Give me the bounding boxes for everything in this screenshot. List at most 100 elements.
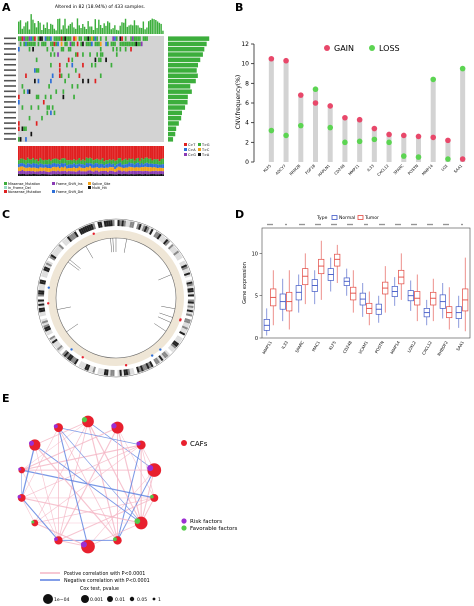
oncoplot-side-bar <box>168 62 199 68</box>
network-node-factor <box>134 518 141 524</box>
oncoplot-titv-segment <box>62 167 65 172</box>
oncoplot-titv-segment <box>28 170 31 175</box>
circos-cnv-dot <box>47 286 50 289</box>
oncoplot-gene-label <box>4 85 16 87</box>
circos-ideogram-segment <box>80 362 85 369</box>
oncoplot-cell <box>37 68 40 73</box>
oncoplot-cell <box>64 78 66 84</box>
oncoplot-top-bar <box>66 28 68 34</box>
oncoplot-titv-segment <box>140 163 143 168</box>
circos-ideogram-segment <box>38 309 46 313</box>
network-node-factor <box>80 541 87 548</box>
oncoplot-cell <box>112 41 115 47</box>
oncoplot-top-bar <box>53 28 56 34</box>
circos-ideogram-segment <box>58 243 65 250</box>
oncoplot-titv-segment <box>158 171 161 175</box>
oncoplot-cell <box>76 84 79 89</box>
oncoplot-cell <box>121 36 123 41</box>
oncoplot-cell <box>57 36 59 41</box>
oncoplot-cell <box>78 36 81 41</box>
oncoplot-cell <box>112 47 115 52</box>
oncoplot-cell <box>126 41 129 47</box>
box-legend-tumor-swatch <box>357 215 364 220</box>
oncoplot-cell <box>87 78 90 84</box>
oncoplot-cell <box>21 126 24 131</box>
network-edge <box>87 421 142 524</box>
oncoplot-top-bar <box>107 21 109 34</box>
oncoplot-titv-segment <box>112 174 115 176</box>
oncoplot-cell <box>60 36 63 41</box>
oncoplot-titv-segment <box>55 167 58 172</box>
oncoplot-top-bar <box>119 25 121 34</box>
oncoplot-titv-segment <box>151 163 154 168</box>
cnv-bar <box>371 128 377 162</box>
oncoplot-titv-segment <box>103 146 106 162</box>
legend-fav-dot <box>181 525 187 531</box>
oncoplot-titv-segment <box>94 170 97 175</box>
pval-dot-0.05 <box>129 596 135 602</box>
circos-ideogram-segment <box>185 313 193 317</box>
circos-ideogram-segment <box>137 365 142 373</box>
oncoplot-titv-segment <box>25 171 27 175</box>
network-node-factor <box>81 417 88 423</box>
oncoplot-titv-segment <box>107 146 109 161</box>
box-legend-normal-label: Normal <box>339 215 355 221</box>
oncoplot-cell <box>30 36 33 41</box>
oncoplot-titv-segment <box>69 146 72 160</box>
oncoplot-cell <box>35 68 38 73</box>
oncoplot-titv-segment <box>78 163 81 167</box>
circos-ideogram-segment <box>103 220 107 227</box>
oncoplot-titv-segment <box>151 174 154 176</box>
oncoplot-titv-segment <box>62 163 65 168</box>
oncoplot-titv-segment <box>74 171 77 175</box>
circos-ideogram-segment <box>187 289 194 293</box>
oncoplot-titv-segment <box>74 168 77 172</box>
cnv-y-tick-label: 10 <box>241 61 249 68</box>
panel-e-network: CAFs Risk factors Favorable factors Post… <box>17 415 238 604</box>
oncoplot-titv-segment <box>96 146 99 159</box>
circos-ideogram-segment <box>80 227 85 234</box>
oncoplot-top-bar <box>67 25 70 34</box>
oncoplot-titv-segment <box>131 167 134 171</box>
circos-ideogram-segment <box>187 285 194 289</box>
circos-ideogram-segment <box>52 250 59 256</box>
oncoplot-cell <box>64 41 66 47</box>
oncoplot-top-bar <box>34 23 36 34</box>
circos-ideogram-segment <box>38 303 45 307</box>
circos-ideogram-segment <box>45 329 52 334</box>
oncoplot-titv-segment <box>105 146 108 161</box>
cnv-gain-point <box>268 55 275 62</box>
oncoplot-titv-segment <box>114 146 116 161</box>
circos-gene-tick <box>67 261 80 271</box>
oncoplot-titv-segment <box>76 174 79 176</box>
oncoplot-cell <box>34 78 36 84</box>
oncoplot-titv-segment <box>155 163 157 168</box>
box-significance: *** <box>379 223 385 228</box>
pval-label-1e-04: 1e−04 <box>54 597 70 603</box>
oncoplot-titv-segment <box>153 174 156 176</box>
oncoplot-cell <box>74 36 77 41</box>
oncoplot-titv-segment <box>25 167 27 172</box>
oncoplot-titv-segment <box>108 170 111 174</box>
oncoplot-titv-segment <box>28 163 31 168</box>
oncoplot-side-bar <box>168 115 182 121</box>
circos-ideogram-segment <box>107 369 111 376</box>
oncoplot-top-bar <box>158 22 161 34</box>
oncoplot-titv-segment <box>18 164 20 168</box>
oncoplot-cell <box>128 41 131 47</box>
oncoplot-top-bar <box>78 25 80 34</box>
oncoplot-titv-segment <box>121 167 124 172</box>
oncoplot-cell <box>73 36 75 41</box>
oncoplot-cell <box>44 94 47 100</box>
oncoplot-titv-segment <box>135 158 138 164</box>
oncoplot-cell <box>98 41 100 47</box>
oncoplot-top-bar <box>133 20 136 34</box>
oncoplot-titv-segment <box>82 146 84 160</box>
circos-inner-circle <box>55 237 177 359</box>
oncoplot-titv-segment <box>78 170 81 175</box>
oncoplot-gene-label <box>4 48 16 50</box>
titv-label-cg: C>G <box>188 153 196 157</box>
oncoplot-cell <box>69 36 72 41</box>
network-node-factor <box>18 467 22 471</box>
network-edge <box>21 469 59 541</box>
